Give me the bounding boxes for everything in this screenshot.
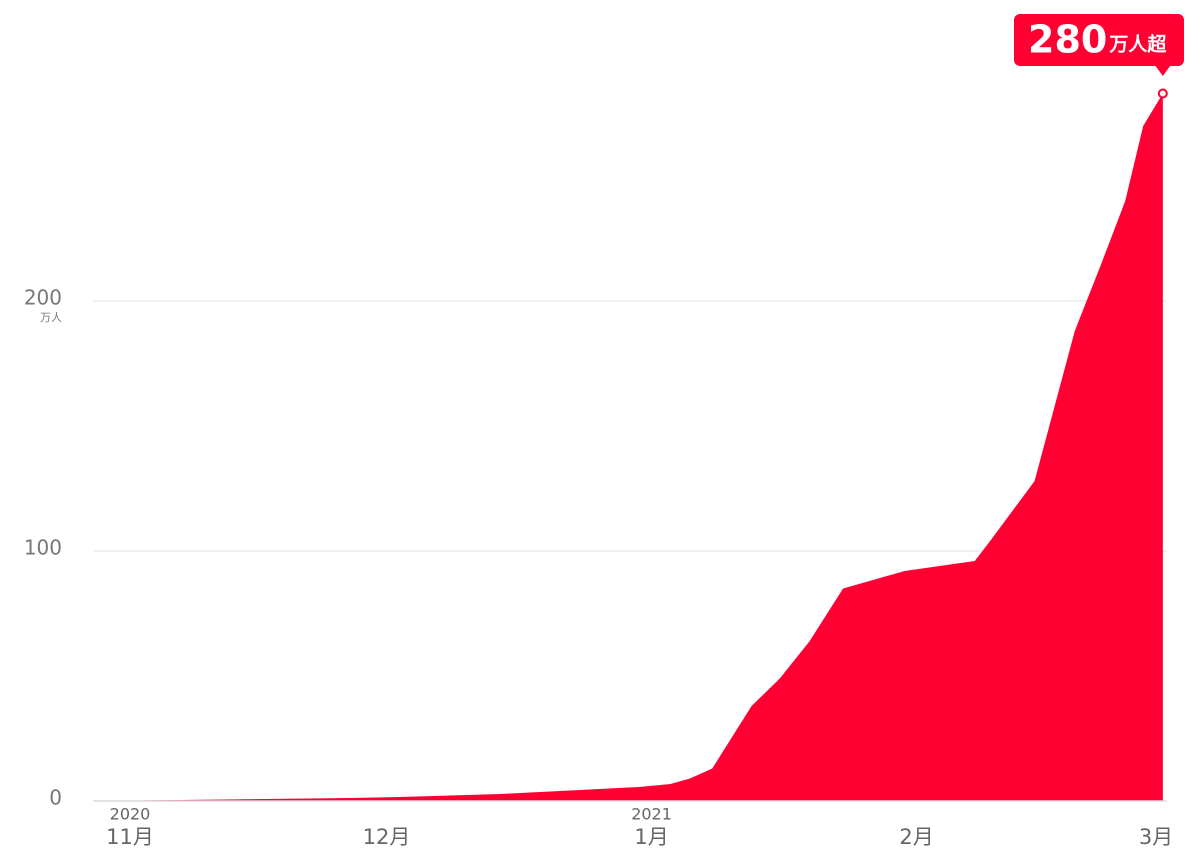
annotation-number: 280 xyxy=(1028,18,1107,62)
annotation-pointer xyxy=(1154,65,1171,76)
annotation-box xyxy=(1014,14,1184,66)
y-unit: 万人 xyxy=(40,311,62,324)
y-tick-label: 200 xyxy=(24,286,62,310)
annotation-suffix: 万人超 xyxy=(1108,33,1167,56)
x-tick-label: 11月 xyxy=(106,825,154,849)
area xyxy=(93,93,1163,801)
x-tick-label: 3月 xyxy=(1139,825,1173,849)
end-marker xyxy=(1157,88,1168,99)
y-tick-label: 0 xyxy=(49,786,62,810)
x-tick-label: 1月 xyxy=(634,825,668,849)
x-year-label: 2020 xyxy=(110,805,151,824)
y-tick-label: 100 xyxy=(24,536,62,560)
x-tick-label: 2月 xyxy=(899,825,933,849)
x-year-label: 2021 xyxy=(631,805,672,824)
x-tick-label: 12月 xyxy=(363,825,411,849)
